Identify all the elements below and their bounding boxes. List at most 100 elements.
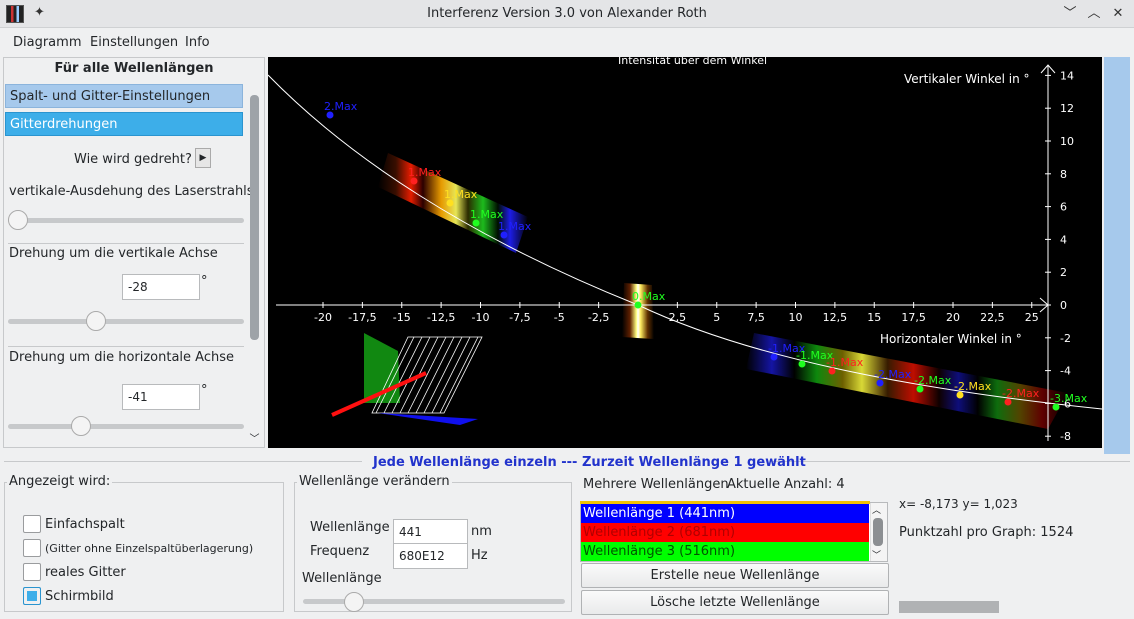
wavelength-slider[interactable]: [303, 599, 565, 604]
maximum-point: [410, 177, 418, 185]
y-axis-arrow-icon: [1040, 64, 1056, 74]
pin-icon[interactable]: ✦: [34, 5, 45, 20]
wavelength-list-item[interactable]: Wellenlänge 2 (681nm): [581, 523, 869, 542]
frequency-field[interactable]: 680E12: [393, 543, 468, 569]
x-tick-label: 7,5: [747, 311, 765, 324]
vertical-axis-slider[interactable]: [8, 319, 244, 324]
wavelength-slider-knob[interactable]: [344, 592, 365, 612]
checkbox-grating-only[interactable]: [23, 539, 41, 557]
x-tick-label: 5: [713, 311, 720, 324]
maximum-point: [1052, 403, 1060, 411]
wavelength-slider-label: Wellenlänge: [302, 571, 382, 586]
y-tick-label: 10: [1060, 135, 1074, 148]
wavelength-group-title: Wellenlänge verändern: [297, 474, 452, 489]
how-rotated-label: Wie wird gedreht?: [74, 152, 192, 167]
grating-line: [383, 336, 423, 414]
create-wavelength-button[interactable]: Erstelle neue Wellenlänge: [581, 563, 889, 588]
app-icon: [6, 5, 24, 23]
scroll-up-icon[interactable]: ︿: [872, 506, 882, 516]
y-tick-label: 0: [1060, 299, 1067, 312]
wavelength-list-accent: [580, 501, 870, 504]
panel-item-grating-rotations[interactable]: Gitterdrehungen: [5, 112, 243, 136]
maximum-label: 1.Max: [470, 208, 504, 221]
right-scrollbar[interactable]: [1104, 57, 1130, 454]
x-tick-label: 25: [1025, 311, 1039, 324]
plot-title: Intensität über dem Winkel: [618, 57, 768, 67]
maximum-label: 0.Max: [632, 290, 666, 303]
scroll-down-icon[interactable]: ﹀: [872, 551, 882, 561]
maximum-label: 1.Max: [498, 220, 532, 233]
vertical-extent-slider-knob[interactable]: [8, 210, 28, 230]
menu-info[interactable]: Info: [185, 35, 210, 50]
horizontal-axis-slider-knob[interactable]: [70, 416, 91, 436]
frequency-label: Frequenz: [310, 544, 370, 559]
vertical-axis-field[interactable]: -28: [122, 274, 200, 300]
y-tick-label: 14: [1060, 69, 1074, 82]
maximum-point: [634, 301, 642, 309]
horizontal-axis-slider[interactable]: [8, 424, 244, 429]
progress-bar: [899, 601, 999, 613]
x-tick-label: -7,5: [509, 311, 530, 324]
menu-diagramm[interactable]: Diagramm: [13, 35, 82, 50]
intensity-plot[interactable]: -20 -17,5 -15 -12,5 -10 -7,5 -5 -2,5 2,5 5 7,5 10 12…: [268, 57, 1102, 448]
x-ticks: -20 -17,5 -15 -12,5 -10 -7,5 -5 -2,5 2,5 5 7,5 10 12…: [314, 302, 1039, 324]
delete-wavelength-button[interactable]: Lösche letzte Wellenlänge: [581, 590, 889, 615]
wavelength-list-scroll-thumb[interactable]: [873, 518, 883, 546]
vertical-axis-label: Drehung um die vertikale Achse: [9, 246, 218, 261]
maximum-label: 1.Max: [408, 166, 442, 179]
y-tick-label: 8: [1060, 168, 1067, 181]
degree-unit: °: [201, 274, 208, 289]
grating-line: [375, 336, 415, 414]
maximum-label: -1.Max: [768, 342, 806, 355]
wavelength-list-item[interactable]: Wellenlänge 1 (441nm): [581, 504, 869, 523]
maximum-point: [798, 360, 806, 368]
x-tick-label: 10: [789, 311, 803, 324]
maxima-markers: 2.Max1.Max1.Max1.Max1.Max0.Max-1.Max-1.M…: [324, 100, 1088, 411]
window-title: Interferenz Version 3.0 von Alexander Ro…: [427, 6, 707, 21]
wavelength-list-item[interactable]: Wellenlänge 3 (516nm): [581, 542, 869, 561]
menu-einstellungen[interactable]: Einstellungen: [90, 35, 179, 50]
maximum-point: [876, 379, 884, 387]
x-tick-label: 22,5: [980, 311, 1005, 324]
y-tick-label: 6: [1060, 201, 1067, 214]
maximum-point: [500, 231, 508, 239]
maximize-button[interactable]: ︿: [1087, 6, 1101, 21]
wavelength-field[interactable]: 441: [393, 519, 468, 545]
x-tick-label: -10: [472, 311, 490, 324]
wavelength-label: Wellenlänge: [310, 520, 390, 535]
maximum-label: 2.Max: [324, 100, 358, 113]
minimize-button[interactable]: ﹀: [1063, 6, 1077, 21]
vertical-axis-slider-knob[interactable]: [85, 311, 106, 331]
vertical-axis-title: Vertikaler Winkel in °: [904, 72, 1030, 86]
grating-line: [439, 336, 479, 414]
option-grating-only-label: (Gitter ohne Einzelspaltüberlagerung): [45, 542, 254, 555]
vertical-extent-slider[interactable]: [8, 218, 244, 223]
maximum-point: [770, 353, 778, 361]
y-tick-label: 4: [1060, 233, 1067, 246]
gizmo-red-axis: [331, 371, 427, 417]
divider: [8, 243, 244, 244]
maximum-label: -2.Max: [954, 380, 992, 393]
checkbox-real-grating[interactable]: [23, 563, 41, 581]
panel-scrollbar-thumb[interactable]: [250, 95, 259, 340]
maximum-point: [916, 385, 924, 393]
close-button[interactable]: ✕: [1112, 6, 1124, 21]
panel-item-slit-settings[interactable]: Spalt- und Gitter-Einstellungen: [5, 84, 243, 108]
y-tick-label: 2: [1060, 266, 1067, 279]
maximum-point: [828, 367, 836, 375]
plot-canvas: -20 -17,5 -15 -12,5 -10 -7,5 -5 -2,5 2,5 5 7,5 10 12…: [268, 64, 1102, 443]
gizmo-green-plane: [364, 333, 400, 403]
checkbox-single-slit[interactable]: [23, 515, 41, 533]
x-tick-label: -17,5: [348, 311, 376, 324]
x-tick-label: -20: [314, 311, 332, 324]
divider: [770, 461, 1130, 462]
maximum-point: [1004, 398, 1012, 406]
how-rotated-button[interactable]: ▶: [195, 148, 211, 168]
option-real-grating-label: reales Gitter: [45, 565, 126, 580]
checkbox-screen-image[interactable]: [23, 587, 41, 605]
scroll-down-icon[interactable]: ﹀: [249, 434, 260, 445]
y-tick-label: -6: [1060, 397, 1071, 410]
horizontal-axis-field[interactable]: -41: [122, 384, 200, 410]
spectrum-band-center: [622, 283, 654, 339]
display-group: [4, 482, 284, 612]
